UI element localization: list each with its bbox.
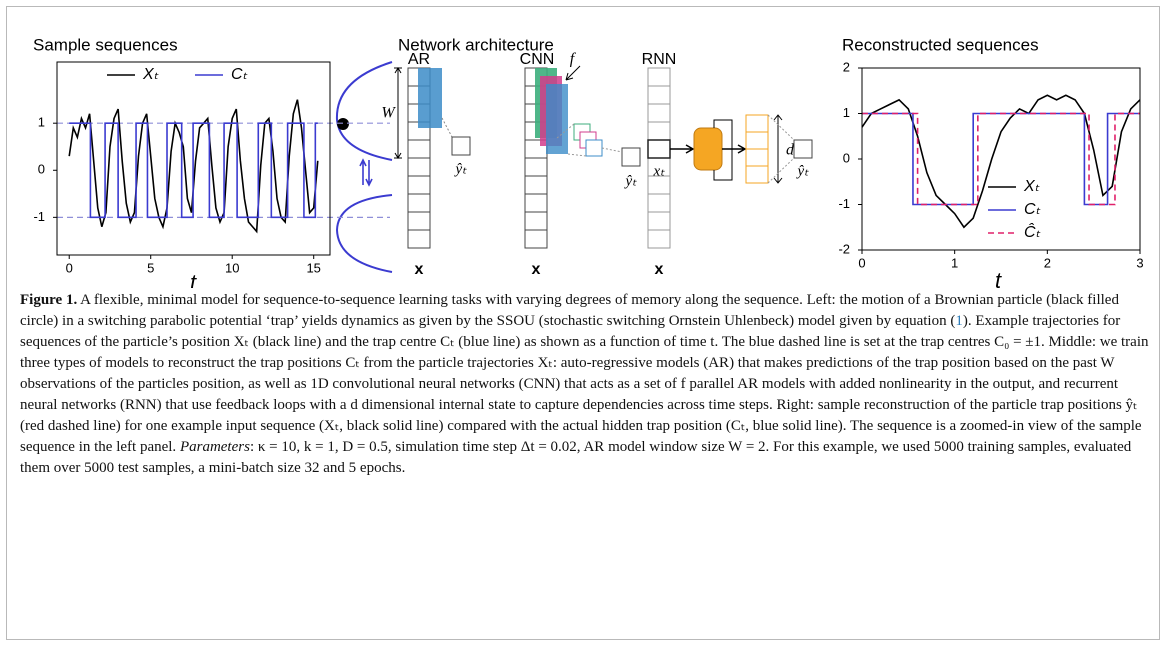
- window-bracket: [394, 67, 402, 159]
- ar-label: AR: [408, 51, 430, 68]
- x-tick-label: 1: [951, 255, 958, 270]
- sequence-cell: [647, 229, 671, 249]
- sequence-cell: [647, 121, 671, 141]
- sequence-cell: [647, 193, 671, 213]
- arrow: [722, 144, 747, 154]
- output-node: [793, 139, 813, 159]
- current-input: [647, 139, 671, 159]
- input-label: x: [415, 261, 424, 278]
- sequence-cell: [524, 193, 548, 213]
- plot-frame: [56, 61, 331, 256]
- state-label: d: [786, 142, 795, 159]
- filters-label: f: [570, 51, 577, 68]
- y-tick-label: -1: [838, 196, 850, 211]
- y-tick-label: 1: [843, 105, 850, 120]
- sequence-cell: [524, 229, 548, 249]
- output-label: ŷₜ: [623, 173, 637, 189]
- caption-text: : κ = 10, k = 1, D = 0.5, simulation tim…: [20, 439, 1132, 476]
- x-tick-label: 3: [1136, 255, 1143, 270]
- rnn-label: RNN: [642, 51, 677, 68]
- x-tick-label: 0: [66, 260, 73, 275]
- legend-label: Ĉₜ: [1024, 222, 1041, 241]
- sequence-cell: [647, 67, 671, 87]
- caption-text: ). Example trajectories for sequences of…: [20, 313, 1149, 455]
- output-label: ŷₜ: [453, 161, 467, 177]
- sequence-cell: [407, 157, 431, 177]
- filter: [546, 84, 568, 154]
- particle: [337, 118, 349, 130]
- legend-label: Xₜ: [142, 66, 159, 83]
- sequence-cell: [407, 175, 431, 195]
- input-label: x: [655, 261, 664, 278]
- feature: [585, 139, 603, 157]
- trap-potential: [335, 194, 393, 273]
- x-tick-label: 2: [1044, 255, 1051, 270]
- input-label: x: [532, 261, 541, 278]
- sequence-cell: [647, 103, 671, 123]
- x-tick-label: 10: [225, 260, 239, 275]
- feedback-loop: [713, 119, 733, 181]
- y-tick-label: 0: [843, 150, 850, 165]
- state-cells: [746, 131, 768, 167]
- caption-text: A flexible, minimal model for sequence-t…: [20, 292, 1119, 329]
- state-bracket: [773, 114, 783, 184]
- output-node: [451, 136, 471, 156]
- x-tick-label: 0: [858, 255, 865, 270]
- sequence-cell: [524, 175, 548, 195]
- connector: [601, 147, 623, 153]
- y-tick-label: 0: [38, 162, 45, 177]
- y-tick-label: -2: [838, 241, 850, 256]
- switch-arrow: [365, 160, 373, 187]
- figure: Network architecture W AR ŷₜ x CNN f ŷₜ …: [33, 35, 1144, 288]
- connector: [441, 117, 453, 138]
- y-tick-label: 1: [38, 115, 45, 130]
- x-tick-label: 15: [306, 260, 320, 275]
- arrow: [670, 144, 695, 154]
- chart-title: Sample sequences: [33, 35, 178, 54]
- sequence-cell: [524, 157, 548, 177]
- series-line: [861, 94, 1141, 229]
- series-line: [69, 122, 318, 219]
- sequence-cell: [407, 211, 431, 231]
- caption-label: Figure 1.: [20, 292, 78, 308]
- series-line: [862, 112, 1140, 206]
- current-label: xₜ: [652, 163, 665, 179]
- switch-arrow: [359, 158, 367, 185]
- legend-label: Cₜ: [231, 66, 248, 83]
- x-axis-label: t: [995, 268, 1002, 288]
- output-label: ŷₜ: [795, 163, 809, 179]
- legend-label: Cₜ: [1024, 201, 1041, 218]
- connector: [556, 123, 587, 157]
- window-label: W: [381, 105, 396, 122]
- chart-title: Reconstructed sequences: [842, 35, 1039, 54]
- x-axis-label: t: [190, 270, 197, 288]
- sequence-cell: [647, 211, 671, 231]
- sequence-cell: [407, 229, 431, 249]
- filter-arrow: [565, 65, 581, 81]
- rnn-cell: [693, 127, 723, 171]
- series-line: [862, 112, 1140, 206]
- figure-frame: [6, 6, 1160, 640]
- ar-window: [418, 68, 442, 128]
- sequence-cell: [647, 85, 671, 105]
- y-tick-label: 2: [843, 59, 850, 74]
- y-tick-label: -1: [33, 209, 45, 224]
- caption-text: Parameters: [179, 439, 250, 455]
- sequence-cell: [407, 193, 431, 213]
- x-tick-label: 5: [147, 260, 154, 275]
- equation-ref[interactable]: 1: [955, 313, 963, 329]
- legend-label: Xₜ: [1023, 178, 1040, 195]
- caption: Figure 1. A flexible, minimal model for …: [20, 290, 1152, 479]
- cnn-label: CNN: [520, 51, 555, 68]
- sequence-cell: [407, 139, 431, 159]
- diagram-title: Network architecture: [398, 35, 554, 54]
- plot-frame: [861, 67, 1141, 251]
- sequence-cell: [524, 211, 548, 231]
- output-node: [621, 147, 641, 167]
- trap-potential: [335, 61, 393, 161]
